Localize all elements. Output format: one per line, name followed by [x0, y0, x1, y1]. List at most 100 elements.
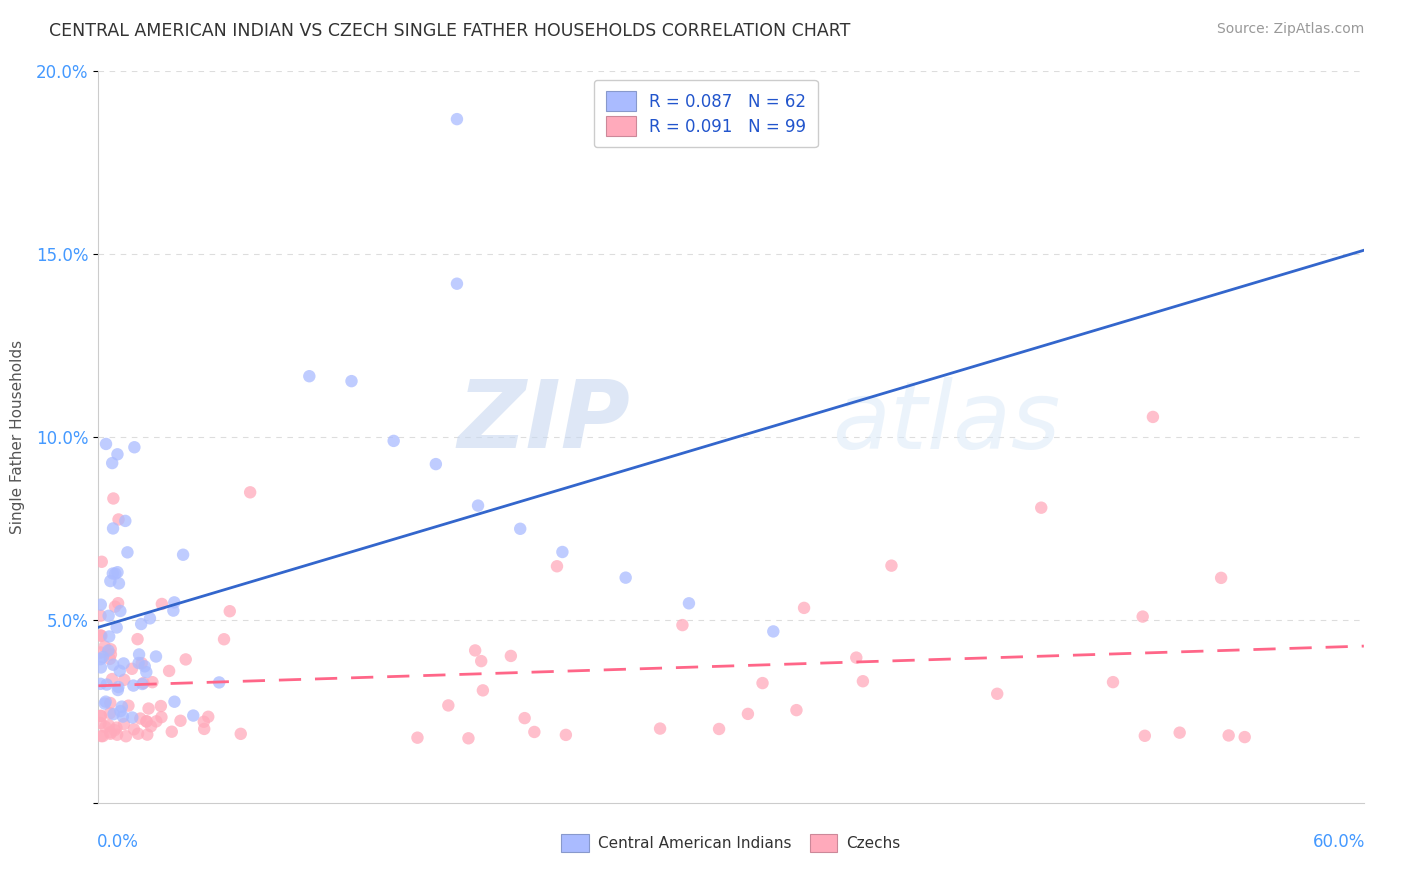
Point: [107, 680, 129, 694]
Text: CENTRAL AMERICAN INDIAN VS CZECH SINGLE FATHER HOUSEHOLDS CORRELATION CHART: CENTRAL AMERICAN INDIAN VS CZECH SINGLE …: [49, 22, 851, 40]
Point: [513, 711, 536, 725]
Point: [90, 598, 112, 612]
Text: ZIP: ZIP: [457, 376, 630, 468]
Text: atlas: atlas: [832, 377, 1060, 468]
Point: [108, 576, 131, 591]
Point: [149, 699, 172, 714]
Point: [90, 628, 112, 642]
Point: [124, 440, 146, 454]
Point: [105, 721, 128, 735]
Point: [103, 491, 125, 506]
Point: [671, 618, 693, 632]
Point: [97, 608, 120, 623]
Point: [150, 597, 173, 611]
Point: [114, 514, 136, 528]
Point: [117, 545, 139, 559]
Point: [163, 595, 186, 609]
Point: [105, 620, 128, 634]
Point: [546, 559, 568, 574]
Point: [98, 725, 121, 739]
Point: [91, 729, 114, 743]
Point: [145, 714, 167, 729]
Point: [107, 512, 129, 526]
Point: [132, 676, 155, 690]
Point: [470, 654, 492, 668]
Point: [112, 717, 135, 731]
Point: [141, 675, 163, 690]
Point: [678, 596, 700, 610]
Point: [105, 728, 128, 742]
Point: [90, 716, 112, 731]
Point: [90, 608, 112, 623]
Point: [112, 673, 135, 687]
Point: [97, 643, 120, 657]
Point: [91, 650, 114, 665]
Point: [1233, 730, 1256, 744]
Point: [98, 574, 121, 588]
Point: [122, 679, 145, 693]
Point: [880, 558, 903, 573]
Point: [134, 659, 156, 673]
Point: [1132, 609, 1154, 624]
Text: 0.0%: 0.0%: [97, 833, 139, 851]
Point: [101, 672, 124, 686]
Point: [457, 731, 479, 746]
Point: [93, 697, 115, 711]
Point: [1168, 725, 1191, 739]
Point: [131, 656, 153, 670]
Point: [554, 728, 576, 742]
Point: [157, 664, 180, 678]
Point: [1218, 728, 1240, 742]
Point: [762, 624, 785, 639]
Point: [98, 652, 121, 666]
Point: [100, 642, 122, 657]
Point: [145, 649, 167, 664]
Point: [98, 630, 121, 644]
Point: [121, 662, 143, 676]
Point: [101, 521, 124, 535]
Point: [127, 632, 149, 647]
Point: [117, 698, 139, 713]
Point: [197, 710, 219, 724]
Point: [212, 632, 235, 647]
Point: [90, 645, 112, 659]
Point: [107, 683, 129, 698]
Point: [115, 729, 138, 743]
Point: [239, 485, 262, 500]
Point: [169, 714, 191, 728]
Point: [90, 652, 112, 666]
Point: [94, 437, 117, 451]
Text: Source: ZipAtlas.com: Source: ZipAtlas.com: [1216, 22, 1364, 37]
Point: [90, 729, 112, 743]
Point: [90, 660, 112, 674]
Point: [100, 727, 122, 741]
Point: [101, 456, 124, 470]
Point: [614, 571, 637, 585]
Point: [90, 555, 112, 569]
Point: [139, 611, 162, 625]
Point: [128, 656, 150, 670]
Point: [110, 704, 132, 718]
Point: [229, 727, 252, 741]
Point: [122, 723, 145, 737]
Point: [139, 719, 162, 733]
Point: [96, 677, 118, 691]
Point: [111, 709, 134, 723]
Point: [97, 718, 120, 732]
Point: [446, 112, 468, 127]
Legend: Central American Indians, Czechs: Central American Indians, Czechs: [553, 825, 910, 861]
Point: [174, 652, 197, 666]
Point: [193, 714, 215, 729]
Point: [135, 714, 157, 729]
Point: [127, 727, 149, 741]
Point: [94, 720, 117, 734]
Point: [135, 665, 157, 679]
Point: [1142, 409, 1164, 424]
Point: [101, 657, 124, 672]
Point: [90, 708, 112, 723]
Point: [131, 677, 153, 691]
Point: [986, 687, 1008, 701]
Point: [94, 695, 117, 709]
Point: [138, 701, 160, 715]
Point: [298, 369, 321, 384]
